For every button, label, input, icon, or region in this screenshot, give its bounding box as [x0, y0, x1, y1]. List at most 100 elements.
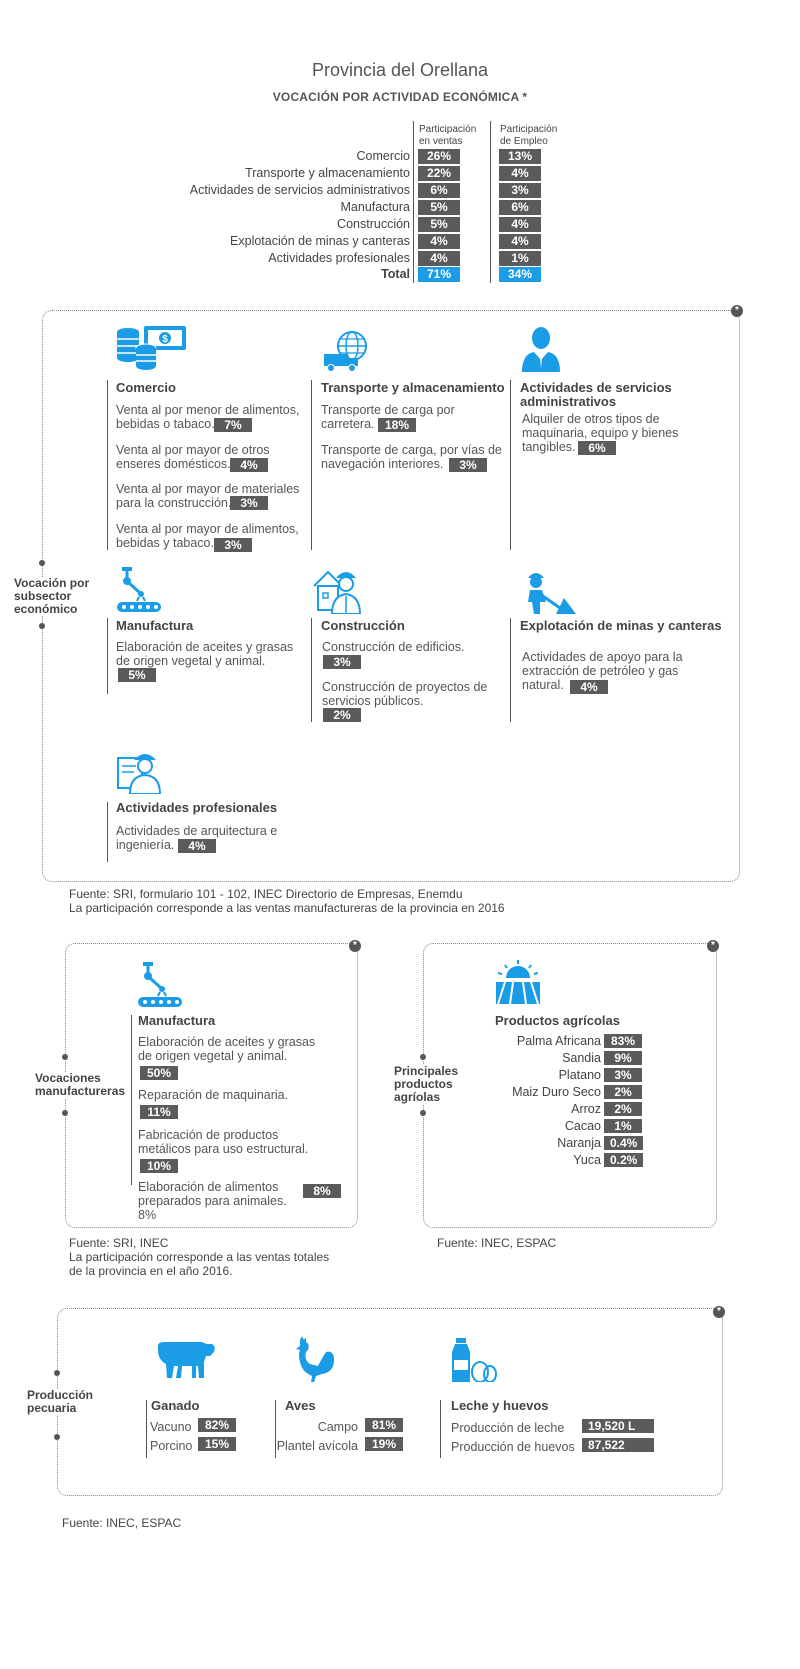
- pecuaria-side-label: Producción pecuaria: [27, 1388, 96, 1415]
- aves-title: Aves: [285, 1398, 316, 1413]
- comercio-item-value: 3%: [230, 496, 268, 510]
- subsector-source: Fuente: SRI, formulario 101 - 102, INEC …: [69, 887, 505, 915]
- manufactureras-item-value: 11%: [140, 1105, 178, 1119]
- comercio-item-value: 7%: [214, 418, 252, 432]
- minas-item-value: 4%: [570, 680, 608, 694]
- side-dot: [420, 1110, 426, 1116]
- page-subtitle: VOCACIÓN POR ACTIVIDAD ECONÓMICA *: [272, 90, 528, 104]
- empleo-value: 3%: [499, 183, 541, 198]
- category-line: [510, 380, 511, 550]
- leche-label: Producción de huevos: [451, 1440, 575, 1454]
- money-coins-icon: $: [117, 326, 186, 370]
- empleo-value: 1%: [499, 251, 541, 266]
- asterisk-badge: *: [707, 940, 719, 952]
- profesionales-item-value: 4%: [178, 839, 216, 853]
- servicios-title: Actividades de servicios administrativos: [520, 380, 672, 409]
- transporte-title: Transporte y almacenamiento: [321, 380, 505, 395]
- side-dot: [39, 560, 45, 566]
- transporte-item-value: 18%: [378, 418, 416, 432]
- ventas-value: 22%: [418, 166, 460, 181]
- empleo-value: 6%: [499, 200, 541, 215]
- table-divider-empleo: [490, 121, 491, 283]
- table-labels: Comercio Transporte y almacenamiento Act…: [0, 0, 410, 300]
- ventas-value: 26%: [418, 149, 460, 164]
- category-line: [311, 618, 312, 722]
- manufactureras-item-value: 50%: [140, 1066, 178, 1080]
- agricolas-side-label: Principales productos agríolas: [394, 1064, 461, 1104]
- subsector-side-label: Vocación por subsector económico: [14, 576, 92, 616]
- empleo-total-value: 34%: [499, 267, 541, 282]
- servicios-item-value: 6%: [578, 441, 616, 455]
- leche-label: Producción de leche: [451, 1421, 565, 1435]
- manufactureras-source: Fuente: SRI, INEC La participación corres…: [69, 1236, 330, 1278]
- manufactura-item-value: 5%: [118, 668, 156, 682]
- profesionales-item-text: Actividades de arquitectura e ingeniería.: [116, 824, 278, 852]
- manufactureras-title: Manufactura: [138, 1013, 216, 1028]
- side-dot: [54, 1370, 60, 1376]
- ganado-value: 82%: [198, 1418, 236, 1432]
- agricola-label: Maiz Duro Seco: [512, 1085, 601, 1099]
- category-line: [440, 1400, 441, 1458]
- agricola-value: 9%: [604, 1051, 642, 1065]
- category-line: [107, 618, 108, 694]
- transporte-item-text: Transporte de carga, por vías de navegaci…: [321, 443, 502, 471]
- asterisk-badge: *: [349, 940, 361, 952]
- agricolas-source: Fuente: INEC, ESPAC: [437, 1236, 557, 1250]
- comercio-item-value: 3%: [214, 538, 252, 552]
- robot-arm-conveyor-icon: [117, 567, 161, 612]
- construction-worker-icon: [313, 570, 362, 614]
- empleo-value: 13%: [499, 149, 541, 164]
- agricola-value: 2%: [604, 1102, 642, 1116]
- minas-title: Explotación de minas y canteras: [520, 618, 722, 633]
- construccion-item-value: 3%: [323, 655, 361, 669]
- leche-title: Leche y huevos: [451, 1398, 549, 1413]
- table-row-label: Explotación de minas y canteras: [230, 234, 410, 248]
- side-dot: [62, 1054, 68, 1060]
- ventas-value: 5%: [418, 200, 460, 215]
- engineer-drawing-icon: [117, 754, 162, 794]
- table-row-label: Comercio: [356, 149, 411, 163]
- transporte-item-value: 3%: [449, 458, 487, 472]
- construccion-item-text: Construcción de proyectos de servicios pú…: [322, 680, 488, 708]
- category-line: [146, 1400, 147, 1458]
- agricola-value: 1%: [604, 1119, 642, 1133]
- ganado-value: 15%: [198, 1437, 236, 1451]
- table-row-label: Transporte y almacenamiento: [245, 166, 410, 180]
- ganado-title: Ganado: [151, 1398, 200, 1413]
- col-header-empleo: Participación de Empleo: [500, 124, 558, 147]
- manufactureras-item-text: Fabricación de productos metálicos para u…: [138, 1128, 309, 1156]
- agricola-label: Cacao: [564, 1119, 601, 1133]
- construccion-item-text: Construcción de edificios.: [322, 640, 465, 654]
- manufactura-title: Manufactura: [116, 618, 194, 633]
- aves-label: Campo: [317, 1420, 358, 1434]
- comercio-title: Comercio: [116, 380, 176, 395]
- empleo-value: 4%: [499, 166, 541, 181]
- side-dot: [39, 623, 45, 629]
- construccion-item-value: 2%: [323, 708, 361, 722]
- manufactureras-side-label: Vocaciones manufactureras: [35, 1071, 128, 1098]
- ventas-value: 5%: [418, 217, 460, 232]
- comercio-item-text: Venta al por mayor de alimentos, bebidas …: [116, 522, 299, 550]
- aves-value: 19%: [365, 1437, 403, 1451]
- category-line: [311, 380, 312, 550]
- construccion-title: Construcción: [321, 618, 405, 633]
- side-dot: [420, 1054, 426, 1060]
- aves-value: 81%: [365, 1418, 403, 1432]
- asterisk-badge: *: [731, 305, 743, 317]
- category-line: [107, 380, 108, 550]
- table-total-label: Total: [381, 267, 410, 281]
- page-title: Provincia del Orellana: [311, 60, 489, 80]
- transporte-item-text: Transporte de carga por carretera.: [321, 403, 455, 431]
- empleo-value: 4%: [499, 234, 541, 249]
- leche-value: 19,520 L: [582, 1419, 654, 1433]
- comercio-item-value: 4%: [230, 458, 268, 472]
- table-row-label: Actividades de servicios administrativos: [189, 183, 410, 197]
- col-header-ventas: Participación en ventas: [419, 124, 477, 147]
- table-row-label: Construcción: [337, 217, 410, 231]
- table-row-label: Actividades profesionales: [268, 251, 410, 265]
- comercio-item-text: Venta al por mayor de materiales para la …: [116, 482, 300, 510]
- truck-globe-icon: [324, 331, 367, 372]
- manufactura-item-text: Elaboración de aceites y grasas de origen…: [116, 640, 294, 668]
- manufactureras-item-text: Elaboración de alimentos preparados para …: [138, 1180, 287, 1222]
- comercio-item-text: Venta al por menor de alimentos, bebidas …: [116, 403, 300, 431]
